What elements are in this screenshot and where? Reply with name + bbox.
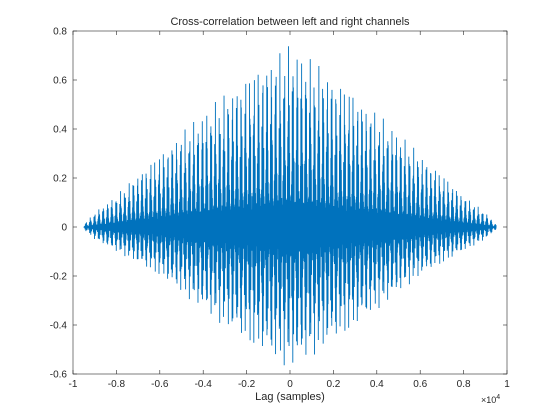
y-tick-label: -0.4 — [50, 321, 68, 332]
x-tick-label: -0.6 — [151, 379, 169, 390]
y-tick-label: 0.8 — [53, 27, 67, 38]
x-tick-label: 0.6 — [413, 379, 427, 390]
y-tick-label: 0.6 — [53, 76, 67, 87]
series-line — [83, 46, 497, 366]
x-tick-label: -0.2 — [238, 379, 256, 390]
x-exponent-base: ×10 — [481, 395, 496, 405]
y-tick-label: 0.4 — [53, 125, 67, 136]
x-axis-label: Lag (samples) — [255, 391, 325, 403]
x-tick-label: 0 — [287, 379, 293, 390]
x-tick-label: 0.8 — [457, 379, 471, 390]
x-tick-label: -1 — [69, 379, 78, 390]
y-tick-label: 0 — [61, 223, 67, 234]
x-tick-label: 0.4 — [370, 379, 384, 390]
x-tick-label: -0.4 — [195, 379, 213, 390]
y-tick-label: -0.2 — [50, 272, 68, 283]
x-tick-label: -0.8 — [108, 379, 126, 390]
y-tick-label: -0.6 — [50, 370, 68, 381]
series-layer — [83, 46, 497, 366]
x-exponent-power: 4 — [496, 394, 500, 401]
x-exponent-label: ×104 — [481, 394, 500, 405]
ticks-layer: -1 -0.8 -0.6 -0.4 -0.2 0 0.2 0.4 0.6 0.8 1 -0.6 -0.4… — [50, 27, 510, 391]
x-tick-label: 0.2 — [326, 379, 340, 390]
chart-title: Cross-correlation between left and right… — [170, 16, 410, 28]
y-tick-label: 0.2 — [53, 174, 67, 185]
x-tick-label: 1 — [504, 379, 510, 390]
